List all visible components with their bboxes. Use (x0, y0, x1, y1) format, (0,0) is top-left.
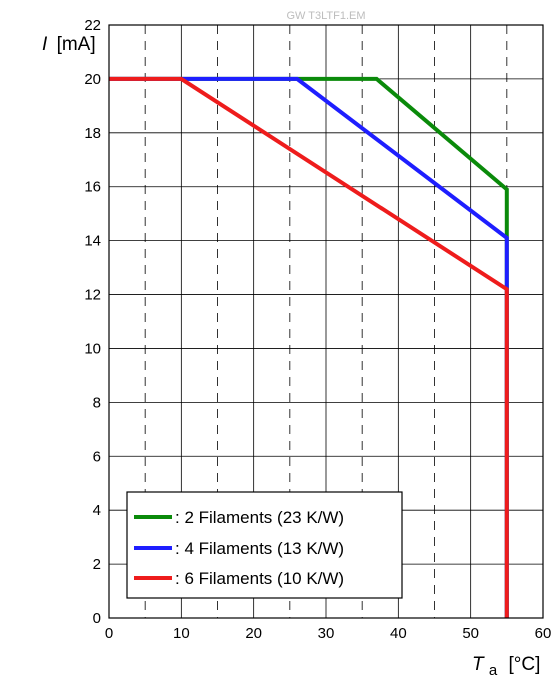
y-tick-label-16: 16 (84, 179, 101, 196)
y-tick-label-2: 2 (93, 556, 101, 573)
legend-label-4-filaments: : 4 Filaments (13 K/W) (175, 539, 344, 558)
x-tick-label-0: 0 (105, 625, 113, 642)
tick-labels: 0 2 4 6 8 10 12 14 16 18 20 22 0 10 20 30 40 50 60 (84, 17, 551, 642)
y-tick-label-20: 20 (84, 71, 101, 88)
legend: : 2 Filaments (23 K/W) : 4 Filaments (13… (126, 491, 403, 599)
x-tick-label-60: 60 (535, 625, 552, 642)
x-tick-label-10: 10 (173, 625, 190, 642)
y-tick-label-6: 6 (93, 448, 101, 465)
watermark: GW T3LTF1.EM (286, 10, 365, 22)
x-tick-label-50: 50 (462, 625, 479, 642)
y-tick-label-22: 22 (84, 17, 101, 34)
series-lines (109, 76, 509, 618)
x-tick-label-20: 20 (245, 625, 262, 642)
y-axis-symbol: I (42, 34, 48, 55)
y-tick-label-8: 8 (93, 394, 101, 411)
x-axis-label: T a [°C] (472, 654, 540, 680)
legend-label-6-filaments: : 6 Filaments (10 K/W) (175, 569, 344, 588)
y-tick-label-0: 0 (93, 610, 101, 627)
y-tick-label-18: 18 (84, 125, 101, 142)
x-axis-subscript: a (489, 662, 498, 679)
legend-box (126, 491, 403, 599)
series-line-3 (109, 76, 509, 618)
plot-frame (108, 24, 544, 619)
y-tick-label-14: 14 (84, 233, 101, 250)
x-axis-symbol: T (472, 654, 485, 675)
legend-label-2-filaments: : 2 Filaments (23 K/W) (175, 508, 344, 527)
y-axis-unit: [mA] (57, 34, 96, 55)
y-tick-label-4: 4 (93, 502, 101, 519)
x-axis-unit: [°C] (509, 654, 541, 675)
x-tick-label-40: 40 (390, 625, 407, 642)
y-tick-label-10: 10 (84, 340, 101, 357)
x-tick-label-30: 30 (318, 625, 335, 642)
y-tick-label-12: 12 (84, 287, 101, 304)
y-axis-label: I [mA] (42, 34, 96, 55)
